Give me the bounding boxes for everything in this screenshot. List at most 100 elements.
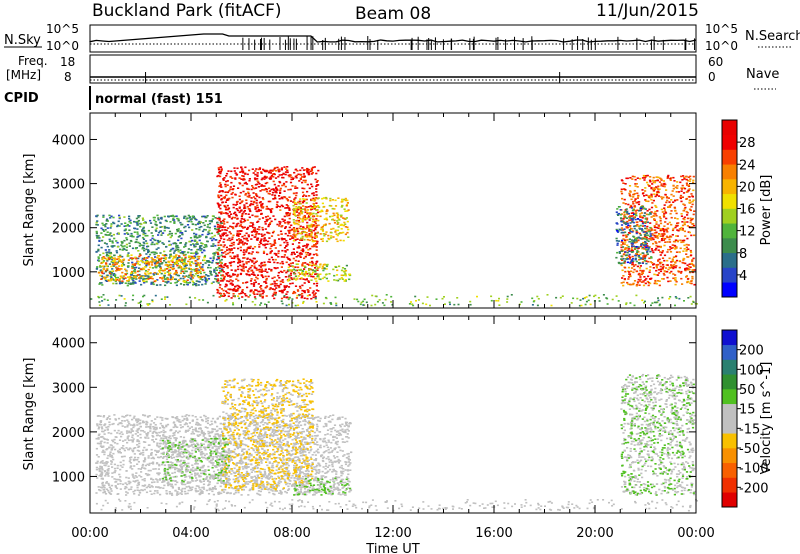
heatmap-cell <box>343 454 346 456</box>
heatmap-cell <box>163 225 166 228</box>
heatmap-cell <box>301 264 304 267</box>
heatmap-cell <box>229 176 232 178</box>
heatmap-cell <box>666 241 669 243</box>
heatmap-cell <box>284 232 287 235</box>
heatmap-cell <box>118 268 121 270</box>
heatmap-cell <box>222 456 225 458</box>
heatmap-cell <box>230 248 233 250</box>
heatmap-cell <box>97 244 100 247</box>
ground-scatter-cell <box>118 294 121 297</box>
heatmap-cell <box>159 268 162 271</box>
heatmap-cell <box>314 228 317 231</box>
heatmap-cell <box>212 237 215 240</box>
ground-scatter-cell <box>147 304 150 306</box>
heatmap-cell <box>213 271 216 273</box>
heatmap-cell <box>263 189 266 191</box>
heatmap-cell <box>236 273 240 276</box>
heatmap-cell <box>195 219 198 221</box>
heatmap-cell <box>221 225 224 227</box>
heatmap-cell <box>212 462 215 464</box>
heatmap-cell <box>212 257 215 260</box>
heatmap-cell <box>225 246 228 249</box>
heatmap-cell <box>227 252 230 255</box>
ground-scatter-cell <box>584 303 587 306</box>
colorbar-swatch <box>722 252 737 268</box>
heatmap-cell <box>195 228 198 230</box>
heatmap-cell <box>297 230 300 233</box>
ground-scatter-cell <box>123 298 126 300</box>
colorbar-swatch <box>722 120 737 136</box>
heatmap-cell <box>646 234 649 237</box>
heatmap-cell <box>256 427 259 429</box>
heatmap-cell <box>197 257 200 260</box>
heatmap-cell <box>629 229 632 231</box>
heatmap-cell <box>152 251 155 253</box>
heatmap-cell <box>304 209 307 212</box>
heatmap-cell <box>123 275 126 277</box>
heatmap-cell <box>293 229 296 231</box>
heatmap-cell <box>302 200 306 203</box>
heatmap-cell <box>295 269 298 272</box>
heatmap-cell <box>231 288 234 291</box>
heatmap-cell <box>246 219 249 221</box>
heatmap-cell <box>641 229 644 232</box>
heatmap-cell <box>164 219 167 222</box>
heatmap-cell <box>269 252 272 255</box>
noise-left-tick-high: 10^5 <box>46 22 79 36</box>
heatmap-cell <box>688 231 691 234</box>
heatmap-cell <box>639 213 642 215</box>
heatmap-cell <box>676 224 679 227</box>
heatmap-cell <box>692 257 695 260</box>
heatmap-cell <box>292 219 295 221</box>
heatmap-cell <box>675 251 679 253</box>
heatmap-cell <box>307 280 310 282</box>
heatmap-cell <box>247 188 250 191</box>
heatmap-cell <box>145 261 148 263</box>
heatmap-cell <box>269 247 272 250</box>
heatmap-cell <box>274 177 278 179</box>
heatmap-cell <box>290 253 293 256</box>
heatmap-cell <box>330 205 333 207</box>
heatmap-cell <box>280 297 284 300</box>
heatmap-cell <box>284 438 287 440</box>
heatmap-cell <box>134 276 137 279</box>
heatmap-cell <box>237 285 241 288</box>
heatmap-cell <box>130 257 133 259</box>
heatmap-cell <box>330 237 333 239</box>
heatmap-cell <box>636 218 640 220</box>
heatmap-cell <box>111 258 114 261</box>
heatmap-cell <box>232 185 236 187</box>
heatmap-cell <box>303 297 306 299</box>
heatmap-cell <box>250 238 253 240</box>
heatmap-cell <box>661 233 664 235</box>
heatmap-cell <box>309 261 312 264</box>
heatmap-cell <box>169 282 172 284</box>
heatmap-cell <box>300 249 303 252</box>
heatmap-cell <box>300 296 304 298</box>
heatmap-cell <box>318 420 321 422</box>
heatmap-cell <box>154 256 157 258</box>
ground-scatter-cell <box>103 298 106 301</box>
heatmap-cell <box>112 274 115 276</box>
heatmap-cell <box>291 178 294 180</box>
ground-scatter-cell <box>653 301 656 304</box>
heatmap-cell <box>650 211 653 214</box>
heatmap-cell <box>638 201 641 203</box>
heatmap-cell <box>299 255 302 257</box>
heatmap-cell <box>225 272 228 275</box>
heatmap-cell <box>198 281 201 283</box>
ground-scatter-cell <box>132 294 135 297</box>
heatmap-cell <box>644 176 647 178</box>
heatmap-cell <box>96 266 99 268</box>
heatmap-cell <box>183 281 186 284</box>
heatmap-cell <box>302 205 305 207</box>
heatmap-cell <box>307 248 310 251</box>
heatmap-cell <box>622 182 625 184</box>
heatmap-cell <box>251 185 254 187</box>
heatmap-cell <box>127 262 130 264</box>
heatmap-cell <box>166 282 169 284</box>
heatmap-cell <box>234 289 237 291</box>
heatmap-cell <box>230 297 233 299</box>
heatmap-cell <box>647 284 650 287</box>
